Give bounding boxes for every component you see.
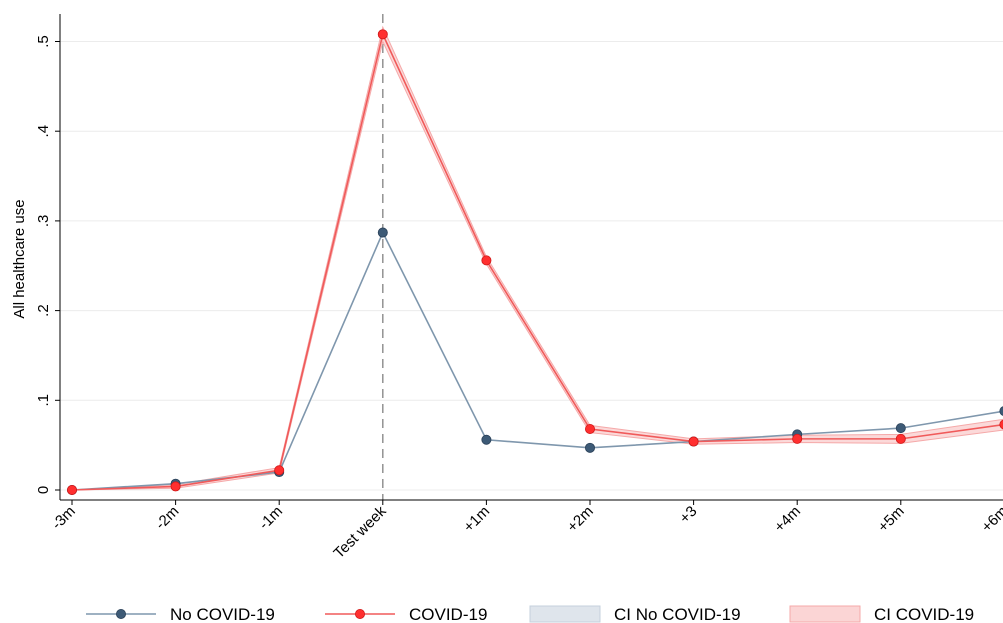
axes <box>59 14 1003 501</box>
x-tick-label: -3m <box>49 503 79 533</box>
y-tick-label: .3 <box>35 215 52 228</box>
legend-label: CI COVID-19 <box>874 605 974 623</box>
y-axis-title: All healthcare use <box>11 199 28 318</box>
series-2-point <box>377 29 388 40</box>
y-tick-label: .1 <box>35 394 52 407</box>
legend-swatch-band <box>529 605 601 623</box>
series-1-point <box>377 227 388 238</box>
x-tick-label: +4m <box>771 503 804 536</box>
x-tick-label: Test week <box>330 502 390 562</box>
series-2-point <box>999 419 1003 430</box>
x-tick-label: -1m <box>256 503 286 533</box>
x-axis-ticks: -3m -2m -1m Test week +1m +2m +3 +4m +5m +6m <box>49 500 1003 562</box>
x-tick-label: +2m <box>564 503 597 536</box>
legend: No COVID-19 COVID-19 CI No COVID-19 CI COVI… <box>86 605 974 623</box>
y-tick-label: .4 <box>35 125 52 138</box>
ci-band-series-2 <box>71 25 1003 491</box>
y-tick-label: .5 <box>35 35 52 48</box>
series-2-point <box>792 433 803 444</box>
y-tick-label: 0 <box>35 486 52 494</box>
legend-label: COVID-19 <box>409 605 487 623</box>
x-tick-label: +3 <box>676 503 700 527</box>
x-tick-label: +1m <box>460 503 493 536</box>
series-lines <box>71 31 1003 491</box>
series-line-2 <box>71 31 1003 491</box>
series-2-point <box>170 481 181 492</box>
legend-label: CI No COVID-19 <box>614 605 741 623</box>
series-1-point <box>585 442 596 453</box>
series-2-point <box>274 465 285 476</box>
x-tick-label: +5m <box>875 503 908 536</box>
grid-lines <box>60 41 1003 491</box>
legend-swatch-band <box>789 605 861 623</box>
y-tick-label: .2 <box>35 304 52 317</box>
confidence-bands <box>71 25 1003 491</box>
series-2-point <box>585 424 596 435</box>
series-2-point <box>895 433 906 444</box>
x-tick-label: -2m <box>152 503 182 533</box>
series-2-point <box>481 255 492 266</box>
series-2-point <box>688 436 699 447</box>
series-line-1 <box>71 230 1003 491</box>
series-markers <box>67 29 1003 495</box>
series-1-point <box>999 406 1003 416</box>
legend-swatch-marker <box>116 609 127 620</box>
legend-swatch-marker <box>354 609 365 620</box>
x-tick-label: +6m <box>978 503 1003 536</box>
y-axis-ticks: 0 .1 .2 .3 .4 .5 <box>35 35 60 494</box>
series-2-point <box>67 484 78 495</box>
series-1-point <box>895 423 906 434</box>
series-1-point <box>481 434 492 445</box>
legend-label: No COVID-19 <box>170 605 275 623</box>
